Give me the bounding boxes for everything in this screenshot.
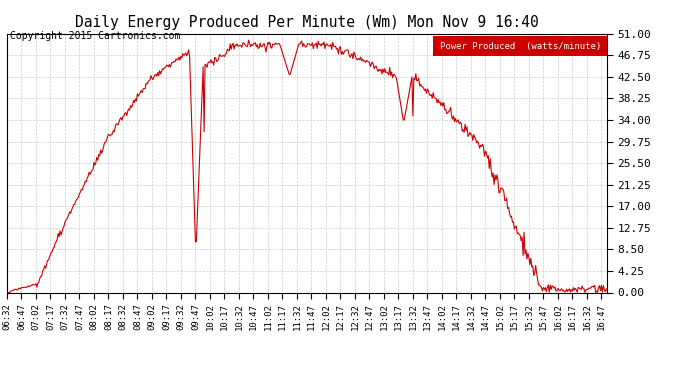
Title: Daily Energy Produced Per Minute (Wm) Mon Nov 9 16:40: Daily Energy Produced Per Minute (Wm) Mo…	[75, 15, 539, 30]
Text: Copyright 2015 Cartronics.com: Copyright 2015 Cartronics.com	[10, 32, 181, 41]
